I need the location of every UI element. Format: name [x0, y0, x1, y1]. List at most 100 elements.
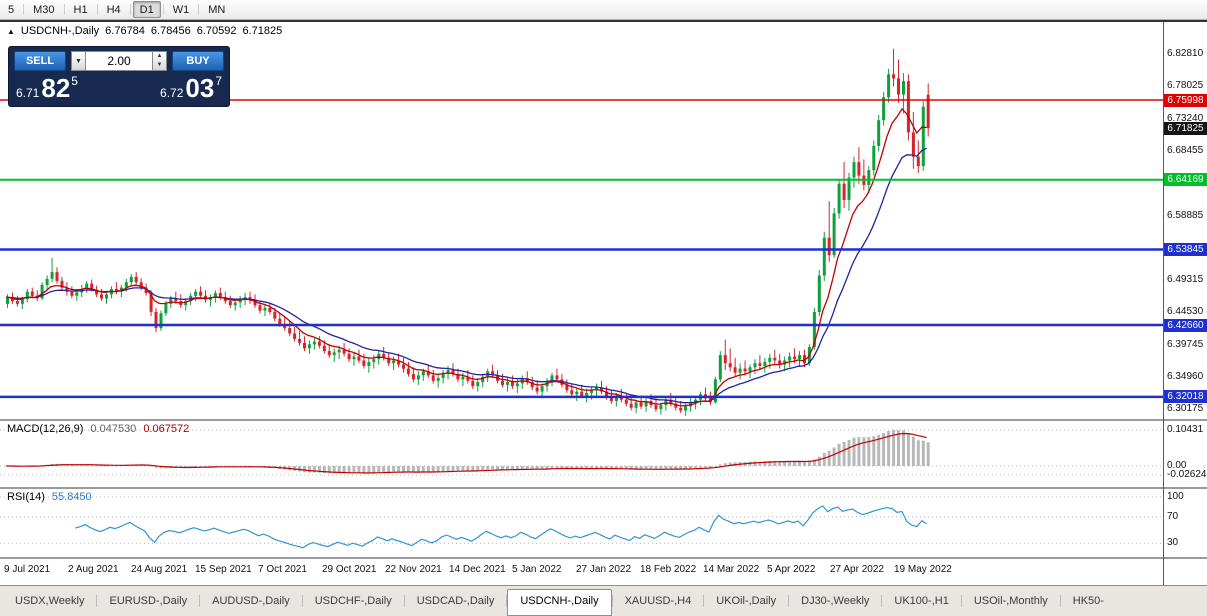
rsi-axis-label: 100 — [1167, 491, 1184, 502]
tab-separator — [881, 595, 883, 607]
macd-axis-label: -0.02624 — [1167, 469, 1207, 480]
price-scale[interactable]: 6.828106.780256.732406.684556.636706.588… — [1164, 22, 1207, 559]
price-level-badge: 6.53845 — [1164, 243, 1207, 256]
tab-separator — [788, 595, 790, 607]
timeframe-button-D1[interactable]: D1 — [132, 1, 161, 18]
chart-tab-xauusd-h4[interactable]: XAUUSD-,H4 — [624, 594, 692, 607]
date-axis-label: 7 Oct 2021 — [258, 564, 307, 575]
price-axis-border — [1163, 22, 1164, 585]
buy-price: 6.72 03 7 — [160, 72, 222, 103]
rsi-label: RSI(14) 55.8450 — [7, 491, 92, 503]
ohlc-high: 6.78456 — [150, 25, 191, 37]
lot-dropdown-icon[interactable]: ▼ — [71, 51, 86, 71]
sell-price: 6.71 82 5 — [16, 72, 78, 103]
macd-indicator-panel[interactable] — [0, 421, 1163, 487]
chart-tab-dj30-weekly[interactable]: DJ30-,Weekly — [801, 594, 870, 607]
lot-spinner[interactable]: ▲ ▼ — [153, 51, 167, 71]
price-axis-label: 6.30175 — [1167, 403, 1204, 414]
buy-price-big: 03 — [185, 73, 215, 103]
buy-price-prefix: 6.72 — [160, 86, 184, 100]
chart-title: ▲ USDCNH-,Daily 6.76784 6.78456 6.70592 … — [7, 25, 282, 37]
price-level-badge: 6.64169 — [1164, 173, 1207, 186]
tab-separator — [199, 595, 201, 607]
rsi-indicator-panel[interactable] — [0, 489, 1163, 557]
price-axis-label: 6.44530 — [1167, 306, 1204, 317]
ohlc-low: 6.70592 — [196, 25, 237, 37]
timeframe-button-M30[interactable]: M30 — [33, 4, 55, 16]
chart-tab-ukoil-daily[interactable]: UKOil-,Daily — [716, 594, 777, 607]
tab-separator — [403, 595, 405, 607]
price-axis-label: 6.34960 — [1167, 371, 1204, 382]
tab-separator — [611, 595, 613, 607]
date-axis-label: 19 May 2022 — [894, 564, 952, 575]
macd-main-value: 0.047530 — [90, 423, 137, 435]
price-axis-label: 6.58885 — [1167, 210, 1204, 221]
lot-size-field[interactable]: 2.00 — [86, 51, 153, 71]
chart-tab-usoil-monthly[interactable]: USOil-,Monthly — [973, 594, 1048, 607]
toolbar-separator — [129, 4, 131, 15]
timeframe-button-5[interactable]: 5 — [8, 4, 15, 16]
date-axis-label: 27 Jan 2022 — [576, 564, 632, 575]
sell-price-prefix: 6.71 — [16, 86, 40, 100]
macd-label: MACD(12,26,9) 0.047530 0.067572 — [7, 423, 189, 435]
tab-separator — [703, 595, 705, 607]
rsi-value: 55.8450 — [51, 491, 92, 503]
price-axis-label: 6.78025 — [1167, 80, 1204, 91]
toolbar-separator — [23, 4, 25, 15]
date-axis-label: 9 Jul 2021 — [4, 564, 51, 575]
price-level-badge: 6.71825 — [1164, 122, 1207, 135]
price-axis-label: 6.39745 — [1167, 339, 1204, 350]
sell-price-pipette: 5 — [71, 74, 78, 88]
macd-axis-label: 0.10431 — [1167, 424, 1204, 435]
date-axis-label: 22 Nov 2021 — [385, 564, 442, 575]
price-axis-label: 6.68455 — [1167, 145, 1204, 156]
price-axis-label: 6.73240 — [1167, 113, 1204, 124]
lot-increase-button[interactable]: ▲ — [156, 53, 163, 59]
macd-name: MACD(12,26,9) — [7, 423, 84, 435]
timeframe-button-W1[interactable]: W1 — [172, 4, 190, 16]
chart-tab-audusd-daily[interactable]: AUDUSD-,Daily — [212, 594, 290, 607]
chart-tab-usdcad-daily[interactable]: USDCAD-,Daily — [416, 594, 495, 607]
toolbar-separator — [198, 4, 200, 15]
date-axis-label: 14 Mar 2022 — [703, 564, 760, 575]
timeframe-button-H4[interactable]: H4 — [106, 4, 121, 16]
tab-separator — [301, 595, 303, 607]
one-click-trading-panel: SELL ▼ 2.00 ▲ ▼ BUY 6.71 82 5 6.72 03 7 — [8, 46, 230, 107]
date-axis-label: 14 Dec 2021 — [449, 564, 506, 575]
sell-button[interactable]: SELL — [14, 51, 66, 71]
ohlc-open: 6.76784 — [105, 25, 145, 37]
date-axis-label: 5 Jan 2022 — [512, 564, 562, 575]
date-axis-label: 24 Aug 2021 — [131, 564, 188, 575]
chart-tab-uk100-h1[interactable]: UK100-,H1 — [894, 594, 949, 607]
chart-tab-usdx-weekly[interactable]: USDX,Weekly — [15, 594, 85, 607]
tab-separator — [506, 595, 508, 607]
buy-button[interactable]: BUY — [172, 51, 224, 71]
sell-price-big: 82 — [41, 73, 71, 103]
chart-tab-eurusd-daily[interactable]: EURUSD-,Daily — [109, 594, 188, 607]
rsi-name: RSI(14) — [7, 491, 45, 503]
chart-tab-usdchf-daily[interactable]: USDCHF-,Daily — [314, 594, 392, 607]
symbol-arrow-icon: ▲ — [7, 26, 15, 36]
price-level-badge: 6.42660 — [1164, 319, 1207, 332]
price-level-badge: 6.75998 — [1164, 94, 1207, 107]
lot-decrease-button[interactable]: ▼ — [156, 62, 163, 68]
time-scale[interactable]: 9 Jul 2021 2 Aug 2021 24 Aug 2021 15 Sep 20… — [0, 559, 1163, 585]
price-level-badge: 6.32018 — [1164, 390, 1207, 403]
price-axis-label: 6.82810 — [1167, 48, 1204, 59]
price-axis-label: 6.49315 — [1167, 274, 1204, 285]
timeframe-toolbar: 5 M30 H1 H4 D1 W1 MN — [0, 0, 1207, 20]
timeframe-button-MN[interactable]: MN — [208, 4, 226, 16]
chart-tab-hk50-[interactable]: HK50- — [1072, 594, 1104, 607]
date-axis-label: 15 Sep 2021 — [195, 564, 252, 575]
timeframe-button-H1[interactable]: H1 — [73, 4, 88, 16]
chart-tab-usdcnh-daily[interactable]: USDCNH-,Daily — [507, 588, 612, 616]
chart-tabs-bar: USDX,Weekly EURUSD-,Daily AUDUSD-,Daily USD… — [0, 585, 1207, 616]
date-axis-label: 29 Oct 2021 — [322, 564, 377, 575]
toolbar-separator — [162, 4, 164, 15]
tab-separator — [1059, 595, 1061, 607]
panel-splitter[interactable] — [0, 419, 1207, 421]
panel-splitter[interactable] — [0, 487, 1207, 489]
ohlc-close: 6.71825 — [242, 25, 283, 37]
date-axis-label: 27 Apr 2022 — [830, 564, 884, 575]
date-axis-label: 18 Feb 2022 — [640, 564, 697, 575]
